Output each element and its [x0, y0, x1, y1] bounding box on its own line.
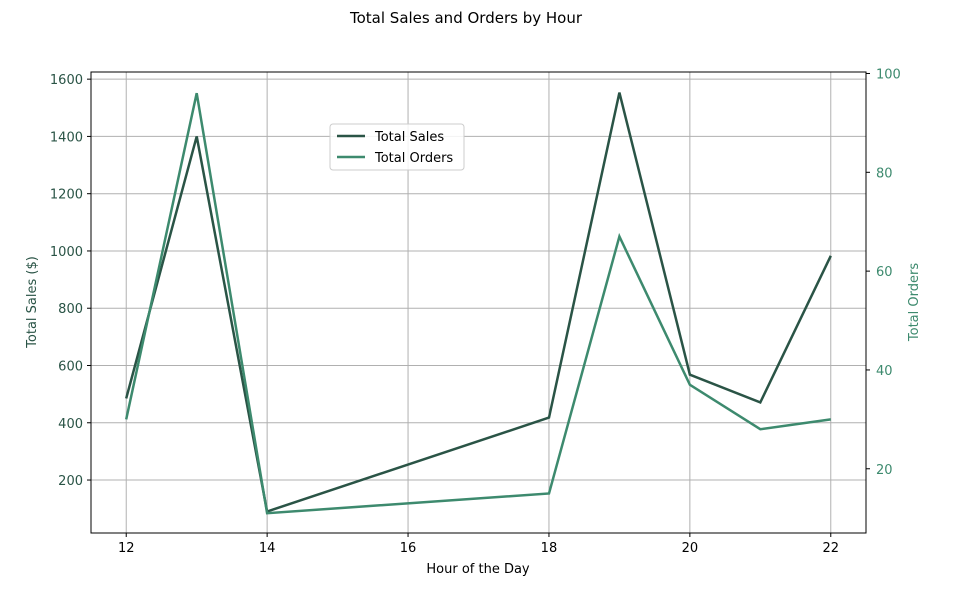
series-line-total-sales — [124, 92, 832, 514]
y-axis-left: 200 400 600 800 1000 1200 1400 1600 — [50, 73, 91, 489]
y-right-tick-label: 60 — [876, 265, 893, 280]
y-right-tick-label: 100 — [876, 67, 901, 82]
legend: Total Sales Total Orders — [329, 123, 465, 171]
x-tick-label: 18 — [541, 541, 558, 556]
series-lines — [124, 92, 832, 515]
x-axis: 12 14 16 18 20 22 — [118, 533, 839, 556]
chart-title: Total Sales and Orders by Hour — [349, 9, 583, 27]
y-axis-right-label: Total Orders — [907, 263, 922, 342]
grid-lines — [91, 72, 866, 533]
series-line-total-orders — [124, 92, 831, 515]
y-right-tick-label: 40 — [876, 364, 893, 379]
x-axis-label: Hour of the Day — [426, 562, 530, 577]
y-right-tick-label: 80 — [876, 166, 893, 181]
legend-label-total-orders: Total Orders — [374, 151, 453, 166]
y-left-tick-label: 1200 — [50, 188, 83, 203]
x-tick-label: 20 — [682, 541, 699, 556]
y-left-tick-label: 400 — [58, 417, 83, 432]
y-left-tick-label: 1000 — [50, 245, 83, 260]
x-tick-label: 14 — [259, 541, 276, 556]
plot-frame — [90, 71, 867, 534]
y-axis-right: 20 40 60 80 100 — [866, 67, 901, 478]
x-tick-label: 22 — [822, 541, 839, 556]
y-left-tick-label: 200 — [58, 474, 83, 489]
y-left-tick-label: 1400 — [50, 130, 83, 145]
y-left-tick-label: 1600 — [50, 73, 83, 88]
legend-label-total-sales: Total Sales — [374, 130, 444, 145]
y-axis-left-label: Total Sales ($) — [25, 256, 40, 349]
x-tick-label: 12 — [118, 541, 135, 556]
y-left-tick-label: 800 — [58, 302, 83, 317]
x-tick-label: 16 — [400, 541, 417, 556]
y-left-tick-label: 600 — [58, 359, 83, 374]
y-right-tick-label: 20 — [876, 463, 893, 478]
